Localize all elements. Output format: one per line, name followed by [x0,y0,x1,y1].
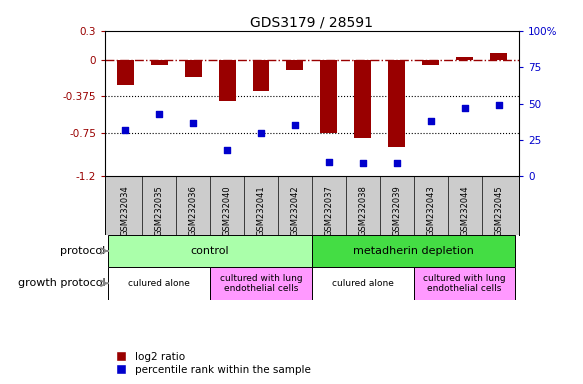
Text: GSM232044: GSM232044 [460,185,469,236]
Point [460,105,469,111]
Bar [252,60,269,91]
Text: GSM232036: GSM232036 [189,185,198,236]
Text: GSM232040: GSM232040 [223,185,231,236]
Bar [108,235,312,267]
Text: growth protocol: growth protocol [18,278,106,288]
Text: cultured with lung
endothelial cells: cultured with lung endothelial cells [220,274,303,293]
Legend: log2 ratio, percentile rank within the sample: log2 ratio, percentile rank within the s… [110,352,311,375]
Text: GSM232045: GSM232045 [494,185,503,236]
Bar [422,60,439,65]
Bar [456,57,473,60]
Bar [414,267,515,300]
Point [494,102,503,108]
Point [290,122,300,129]
Text: GSM232039: GSM232039 [392,185,401,236]
Text: GSM232034: GSM232034 [121,185,130,236]
Text: culured alone: culured alone [128,279,190,288]
Bar [490,53,507,60]
Text: GSM232035: GSM232035 [154,185,164,236]
Bar [312,267,414,300]
Point [188,119,198,126]
Bar [108,267,210,300]
Title: GDS3179 / 28591: GDS3179 / 28591 [251,16,373,30]
Bar [151,60,168,65]
Bar [185,60,202,77]
Text: protocol: protocol [61,246,106,256]
Bar [286,60,303,70]
Bar [117,60,134,84]
Text: culured alone: culured alone [332,279,394,288]
Text: GSM232042: GSM232042 [290,185,300,236]
Bar [312,235,515,267]
Bar [321,60,338,133]
Bar [219,60,236,101]
Point [121,127,130,133]
Bar [210,267,312,300]
Point [324,159,333,165]
Text: GSM232043: GSM232043 [426,185,435,236]
Point [358,160,367,166]
Point [426,118,436,124]
Bar [354,60,371,137]
Text: GSM232037: GSM232037 [324,185,333,236]
Point [154,111,164,117]
Text: cultured with lung
endothelial cells: cultured with lung endothelial cells [423,274,506,293]
Point [392,160,401,166]
Point [257,130,266,136]
Text: metadherin depletion: metadherin depletion [353,246,474,256]
Text: GSM232038: GSM232038 [359,185,367,236]
Text: GSM232041: GSM232041 [257,185,265,236]
Point [223,147,232,153]
Bar [388,60,405,147]
Text: control: control [191,246,230,256]
